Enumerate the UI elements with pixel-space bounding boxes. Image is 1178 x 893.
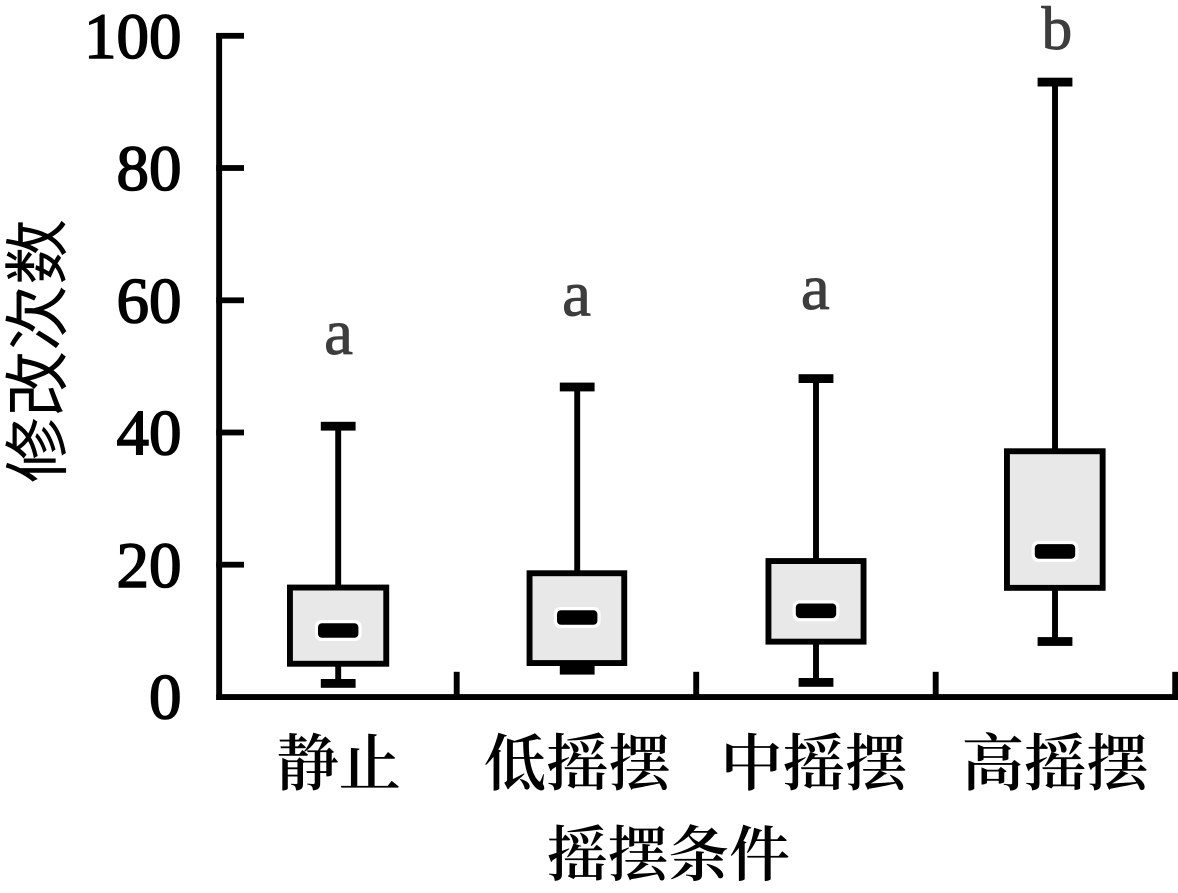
svg-text:80: 80 [117, 133, 182, 205]
svg-text:a: a [562, 259, 591, 331]
svg-text:b: b [1042, 0, 1073, 63]
svg-text:0: 0 [149, 662, 182, 734]
svg-text:a: a [801, 252, 830, 324]
svg-text:60: 60 [117, 266, 182, 338]
svg-text:20: 20 [117, 530, 182, 602]
svg-text:100: 100 [84, 1, 182, 73]
svg-text:40: 40 [117, 398, 182, 470]
svg-text:a: a [324, 297, 353, 369]
